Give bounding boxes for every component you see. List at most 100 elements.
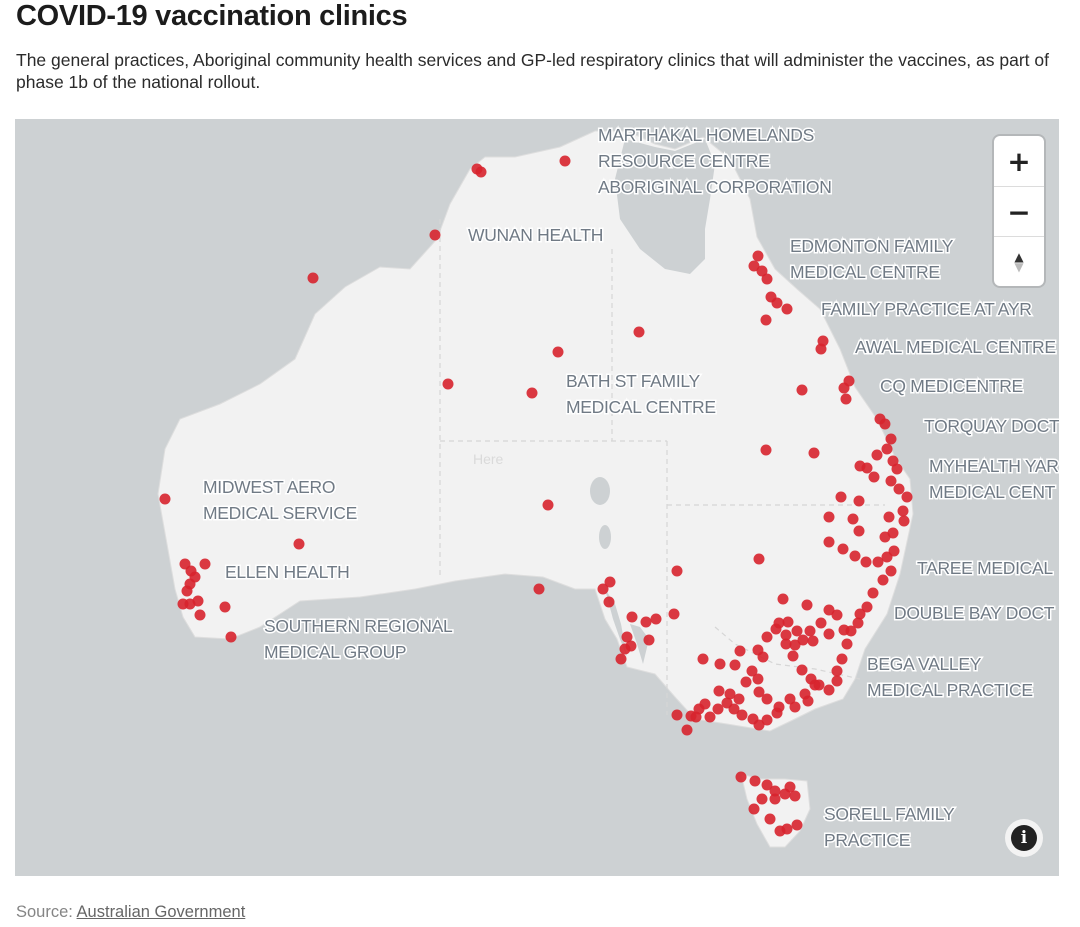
clinic-marker[interactable] bbox=[728, 703, 740, 715]
clinic-marker[interactable] bbox=[746, 665, 758, 677]
clinic-marker[interactable] bbox=[307, 272, 319, 284]
clinic-marker[interactable] bbox=[712, 703, 724, 715]
clinic-marker[interactable] bbox=[891, 463, 903, 475]
clinic-marker[interactable] bbox=[784, 693, 796, 705]
clinic-marker[interactable] bbox=[853, 495, 865, 507]
clinic-marker[interactable] bbox=[879, 418, 891, 430]
clinic-marker[interactable] bbox=[804, 625, 816, 637]
clinic-marker[interactable] bbox=[749, 775, 761, 787]
clinic-marker[interactable] bbox=[831, 675, 843, 687]
clinic-marker[interactable] bbox=[770, 623, 782, 635]
clinic-marker[interactable] bbox=[697, 653, 709, 665]
clinic-marker[interactable] bbox=[771, 707, 783, 719]
clinic-marker[interactable] bbox=[787, 650, 799, 662]
clinic-marker[interactable] bbox=[757, 651, 769, 663]
clinic-marker[interactable] bbox=[761, 779, 773, 791]
clinic-marker[interactable] bbox=[897, 505, 909, 517]
clinic-marker[interactable] bbox=[219, 601, 231, 613]
clinic-marker[interactable] bbox=[681, 724, 693, 736]
clinic-marker[interactable] bbox=[733, 693, 745, 705]
clinic-marker[interactable] bbox=[849, 550, 861, 562]
clinic-marker[interactable] bbox=[761, 693, 773, 705]
clinic-marker[interactable] bbox=[797, 634, 809, 646]
clinic-marker[interactable] bbox=[823, 684, 835, 696]
clinic-marker[interactable] bbox=[780, 629, 792, 641]
clinic-marker[interactable] bbox=[685, 710, 697, 722]
clinic-marker[interactable] bbox=[782, 616, 794, 628]
clinic-marker[interactable] bbox=[552, 346, 564, 358]
clinic-marker[interactable] bbox=[761, 631, 773, 643]
clinic-marker[interactable] bbox=[815, 343, 827, 355]
clinic-marker[interactable] bbox=[837, 543, 849, 555]
clinic-marker[interactable] bbox=[597, 583, 609, 595]
clinic-marker[interactable] bbox=[734, 645, 746, 657]
info-button[interactable]: i bbox=[1005, 819, 1043, 857]
clinic-marker[interactable] bbox=[621, 631, 633, 643]
clinic-marker[interactable] bbox=[761, 714, 773, 726]
clinic-marker[interactable] bbox=[159, 493, 171, 505]
clinic-marker[interactable] bbox=[780, 638, 792, 650]
clinic-marker[interactable] bbox=[781, 823, 793, 835]
clinic-marker[interactable] bbox=[533, 583, 545, 595]
clinic-marker[interactable] bbox=[807, 635, 819, 647]
clinic-marker[interactable] bbox=[885, 475, 897, 487]
clinic-marker[interactable] bbox=[752, 250, 764, 262]
clinic-marker[interactable] bbox=[777, 593, 789, 605]
clinic-marker[interactable] bbox=[883, 511, 895, 523]
clinic-marker[interactable] bbox=[756, 793, 768, 805]
clinic-marker[interactable] bbox=[626, 611, 638, 623]
clinic-marker[interactable] bbox=[668, 608, 680, 620]
clinic-marker[interactable] bbox=[784, 781, 796, 793]
clinic-marker[interactable] bbox=[877, 574, 889, 586]
clinic-marker[interactable] bbox=[760, 314, 772, 326]
clinic-marker[interactable] bbox=[838, 624, 850, 636]
clinic-marker[interactable] bbox=[823, 604, 835, 616]
clinic-marker[interactable] bbox=[841, 638, 853, 650]
clinic-marker[interactable] bbox=[671, 709, 683, 721]
clinic-marker[interactable] bbox=[815, 617, 827, 629]
clinic-marker[interactable] bbox=[879, 531, 891, 543]
clinic-marker[interactable] bbox=[854, 608, 866, 620]
clinic-marker[interactable] bbox=[885, 433, 897, 445]
clinic-marker[interactable] bbox=[199, 558, 211, 570]
clinic-marker[interactable] bbox=[225, 631, 237, 643]
clinic-marker[interactable] bbox=[192, 595, 204, 607]
clinic-marker[interactable] bbox=[838, 382, 850, 394]
clinic-marker[interactable] bbox=[735, 771, 747, 783]
clinic-marker[interactable] bbox=[650, 613, 662, 625]
clinic-marker[interactable] bbox=[643, 634, 655, 646]
clinic-marker[interactable] bbox=[796, 384, 808, 396]
clinic-marker[interactable] bbox=[293, 538, 305, 550]
clinic-marker[interactable] bbox=[791, 819, 803, 831]
source-link[interactable]: Australian Government bbox=[76, 903, 246, 921]
clinic-marker[interactable] bbox=[885, 565, 897, 577]
clinic-marker[interactable] bbox=[713, 685, 725, 697]
clinic-marker[interactable] bbox=[764, 813, 776, 825]
clinic-marker[interactable] bbox=[181, 585, 193, 597]
clinic-marker[interactable] bbox=[809, 679, 821, 691]
map-canvas[interactable]: Here MARTHAKAL HOMELANDS RESOURCE CENTRE… bbox=[15, 119, 1059, 876]
clinic-marker[interactable] bbox=[671, 565, 683, 577]
clinic-marker[interactable] bbox=[867, 587, 879, 599]
clinic-marker[interactable] bbox=[881, 443, 893, 455]
clinic-marker[interactable] bbox=[852, 617, 864, 629]
clinic-marker[interactable] bbox=[831, 665, 843, 677]
clinic-marker[interactable] bbox=[603, 596, 615, 608]
compass-button[interactable]: ▲ ▼ bbox=[994, 236, 1044, 286]
clinic-marker[interactable] bbox=[625, 640, 637, 652]
clinic-marker[interactable] bbox=[854, 460, 866, 472]
clinic-marker[interactable] bbox=[693, 703, 705, 715]
clinic-marker[interactable] bbox=[831, 609, 843, 621]
zoom-in-button[interactable]: + bbox=[1007, 144, 1031, 178]
clinic-marker[interactable] bbox=[769, 793, 781, 805]
clinic-marker[interactable] bbox=[871, 449, 883, 461]
clinic-marker[interactable] bbox=[429, 229, 441, 241]
clinic-marker[interactable] bbox=[781, 303, 793, 315]
clinic-marker[interactable] bbox=[872, 556, 884, 568]
clinic-marker[interactable] bbox=[823, 511, 835, 523]
clinic-marker[interactable] bbox=[796, 664, 808, 676]
zoom-out-button[interactable]: − bbox=[994, 186, 1044, 237]
clinic-marker[interactable] bbox=[604, 576, 616, 588]
clinic-marker[interactable] bbox=[748, 260, 760, 272]
clinic-marker[interactable] bbox=[714, 658, 726, 670]
